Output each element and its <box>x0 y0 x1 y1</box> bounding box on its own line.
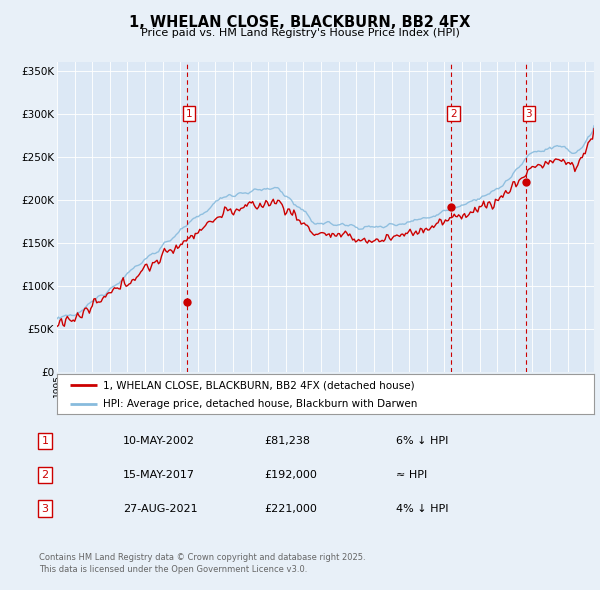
Text: Contains HM Land Registry data © Crown copyright and database right 2025.
This d: Contains HM Land Registry data © Crown c… <box>39 553 365 574</box>
Text: £221,000: £221,000 <box>264 504 317 513</box>
Text: 27-AUG-2021: 27-AUG-2021 <box>123 504 197 513</box>
Text: 6% ↓ HPI: 6% ↓ HPI <box>396 436 448 445</box>
Text: 10-MAY-2002: 10-MAY-2002 <box>123 436 195 445</box>
Text: 4% ↓ HPI: 4% ↓ HPI <box>396 504 449 513</box>
Text: 15-MAY-2017: 15-MAY-2017 <box>123 470 195 480</box>
Text: 1, WHELAN CLOSE, BLACKBURN, BB2 4FX: 1, WHELAN CLOSE, BLACKBURN, BB2 4FX <box>130 15 470 30</box>
Text: £81,238: £81,238 <box>264 436 310 445</box>
Text: Price paid vs. HM Land Registry's House Price Index (HPI): Price paid vs. HM Land Registry's House … <box>140 28 460 38</box>
Text: HPI: Average price, detached house, Blackburn with Darwen: HPI: Average price, detached house, Blac… <box>103 399 417 409</box>
Text: 2: 2 <box>41 470 49 480</box>
Text: 1: 1 <box>186 109 193 119</box>
Text: 1, WHELAN CLOSE, BLACKBURN, BB2 4FX (detached house): 1, WHELAN CLOSE, BLACKBURN, BB2 4FX (det… <box>103 381 414 391</box>
Text: 3: 3 <box>41 504 49 513</box>
Text: ≈ HPI: ≈ HPI <box>396 470 427 480</box>
Text: £192,000: £192,000 <box>264 470 317 480</box>
Text: 2: 2 <box>450 109 457 119</box>
Text: 1: 1 <box>41 436 49 445</box>
Text: 3: 3 <box>526 109 532 119</box>
